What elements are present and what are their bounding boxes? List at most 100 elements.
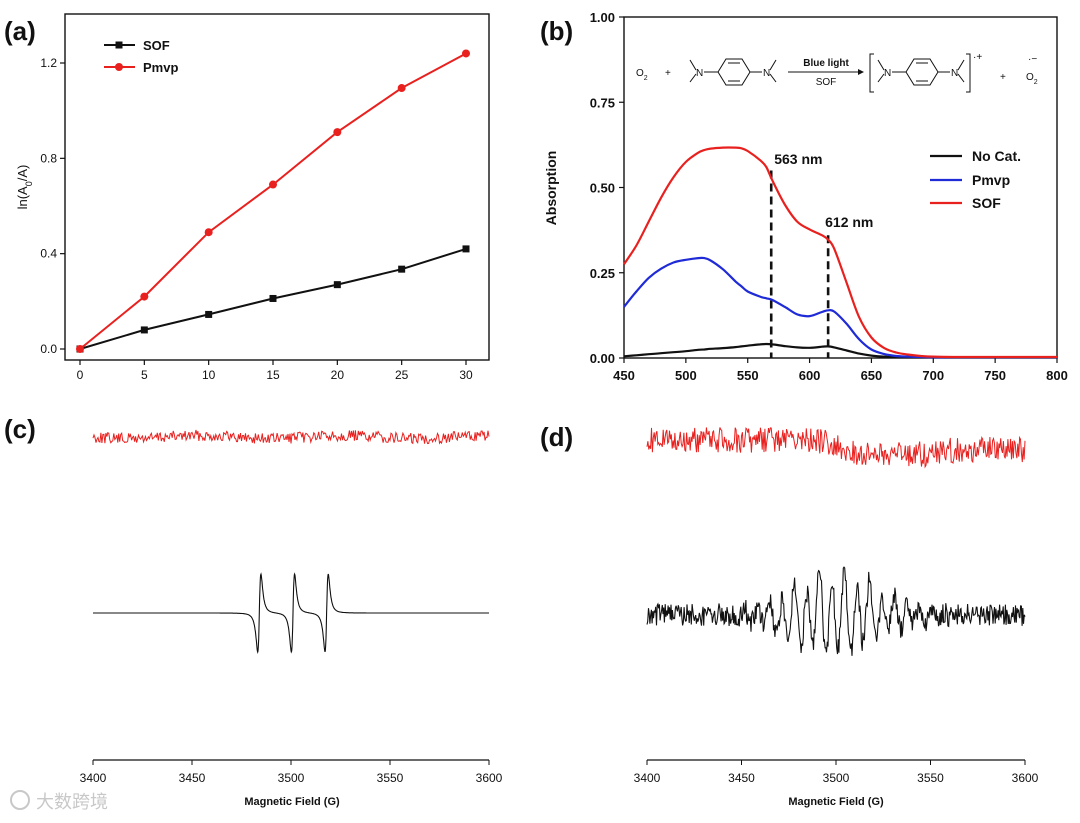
atom-n: N: [696, 68, 703, 79]
legend-label-sof-b: SOF: [972, 195, 1001, 211]
spectrum-line-pmvp: [623, 256, 1057, 359]
y-tick-label-a: 0.0: [40, 342, 57, 356]
x-tick-label-a: 25: [395, 368, 409, 382]
x-tick-label-b: 800: [1046, 368, 1068, 383]
x-tick-label-a: 10: [202, 368, 216, 382]
data-point-pmvp: [397, 84, 406, 93]
bracket-right: [966, 53, 971, 93]
x-tick-label-d: 3550: [917, 771, 944, 785]
atom-n: N: [763, 68, 770, 79]
x-tick-label-a: 15: [266, 368, 280, 382]
series-b: [623, 146, 1057, 359]
peak-marker-label: 563 nm: [774, 151, 822, 167]
y-tick-label-a: 1.2: [40, 56, 57, 70]
legend-label-pmvp: Pmvp: [143, 60, 178, 75]
x-tick-label-a: 30: [459, 368, 473, 382]
panel-label-c: (c): [4, 414, 36, 444]
y-axis-label-a: ln(A0/A): [15, 165, 34, 210]
legend-b: No Cat. Pmvp SOF: [930, 148, 1021, 211]
x-tick-label-b: 450: [613, 368, 635, 383]
panel-label-d: (d): [540, 422, 573, 452]
scheme-plus-2: +: [1000, 72, 1006, 83]
scheme-plus-1: +: [665, 68, 671, 79]
y-tick-label-b: 0.25: [590, 266, 615, 281]
x-tick-label-d: 3400: [634, 771, 661, 785]
legend-a: SOF Pmvp: [104, 38, 178, 75]
y-tick-label-b: 1.00: [590, 10, 615, 25]
x-tick-label-b: 500: [675, 368, 697, 383]
bond: [877, 59, 885, 71]
x-tick-label-c: 3500: [278, 771, 305, 785]
scheme-reactant-sub: 2: [644, 75, 648, 82]
x-tick-label-b: 550: [737, 368, 759, 383]
axes-a: 0 5 10 15 20 25 30 0.0 0.4 0.8 1.2: [40, 56, 473, 382]
x-tick-label-a: 5: [141, 368, 148, 382]
data-point-pmvp: [462, 49, 470, 58]
data-point-pmvp: [204, 228, 213, 237]
legend-label-nocat: No Cat.: [972, 148, 1021, 164]
watermark: 大数跨境: [10, 790, 108, 813]
bond: [957, 73, 965, 83]
data-point-pmvp: [76, 345, 84, 353]
reaction-scheme: O2 + N N Blue light SOF: [636, 52, 1038, 93]
panel-b: (b) 450 500 550 600 650 700 750 800 0.00 0.25 0.50…: [540, 10, 1068, 383]
y-tick-label-b: 0.50: [590, 181, 615, 196]
epr-trace-black-c: [93, 572, 489, 654]
y-axis-label-b: Absorption: [543, 151, 559, 226]
bond: [769, 73, 777, 83]
scheme-product-base: O: [1026, 72, 1034, 83]
x-axis-label-d: Magnetic Field (G): [788, 796, 884, 808]
spectrum-line-sof: [623, 146, 1057, 359]
atom-n: N: [884, 68, 891, 79]
x-tick-label-d: 3600: [1012, 771, 1039, 785]
y-tick-label-a: 0.8: [40, 151, 57, 165]
x-tick-label-b: 600: [799, 368, 821, 383]
panel-a: (a) 0 5 10 15 20 25 30 0.0 0.4 0.8 1.2 ln(A0/A) SO…: [4, 13, 490, 382]
watermark-logo-icon: [10, 790, 30, 810]
bond: [877, 73, 885, 83]
arrow-label-top: Blue light: [803, 58, 849, 69]
x-tick-label-b: 750: [984, 368, 1006, 383]
y-tick-label-b: 0.75: [590, 95, 615, 110]
series-line-pmvp: [79, 52, 467, 350]
axes-d: 3400 3450 3500 3550 3600: [634, 759, 1039, 785]
x-tick-label-d: 3500: [823, 771, 850, 785]
panel-label-b: (b): [540, 16, 573, 46]
x-tick-label-a: 0: [77, 368, 84, 382]
data-point-sof: [333, 281, 341, 289]
epr-traces-c: [92, 429, 490, 654]
x-tick-label-c: 3600: [476, 771, 503, 785]
data-point-pmvp: [333, 128, 342, 137]
axes-b: 450 500 550 600 650 700 750 800 0.00 0.25 0.50 0.75…: [590, 10, 1068, 383]
data-point-sof: [140, 326, 148, 334]
scheme-reactant: O2: [636, 68, 648, 82]
panel-label-a: (a): [4, 16, 36, 46]
legend-marker-pmvp: [115, 63, 123, 71]
series-a: [76, 49, 470, 353]
scheme-reactant-base: O: [636, 68, 644, 79]
epr-traces-d: [646, 427, 1026, 656]
watermark-text: 大数跨境: [36, 792, 108, 813]
data-point-pmvp: [269, 180, 277, 189]
epr-trace-red-d: [646, 427, 1026, 469]
x-axis-label-c: Magnetic Field (G): [244, 796, 340, 808]
x-tick-label-b: 700: [922, 368, 944, 383]
arrow-label-bottom: SOF: [816, 77, 837, 88]
x-tick-label-c: 3450: [179, 771, 206, 785]
peak-marker-label: 612 nm: [825, 214, 873, 230]
x-tick-label-b: 650: [861, 368, 883, 383]
spectrum-line-nocat: [623, 342, 1057, 359]
x-tick-label-c: 3550: [377, 771, 404, 785]
reaction-arrowhead: [858, 69, 864, 75]
plot-frame-a: [64, 13, 490, 361]
legend-label-pmvp-b: Pmvp: [972, 172, 1010, 188]
superoxide-charge: ·−: [1028, 54, 1037, 65]
x-tick-label-d: 3450: [728, 771, 755, 785]
legend-marker-sof: [115, 41, 123, 49]
data-point-sof: [269, 294, 277, 302]
radical-cation-charge: ·+: [973, 52, 982, 63]
epr-trace-black-d: [646, 566, 1026, 656]
bond: [769, 59, 777, 71]
data-point-sof: [462, 245, 470, 253]
